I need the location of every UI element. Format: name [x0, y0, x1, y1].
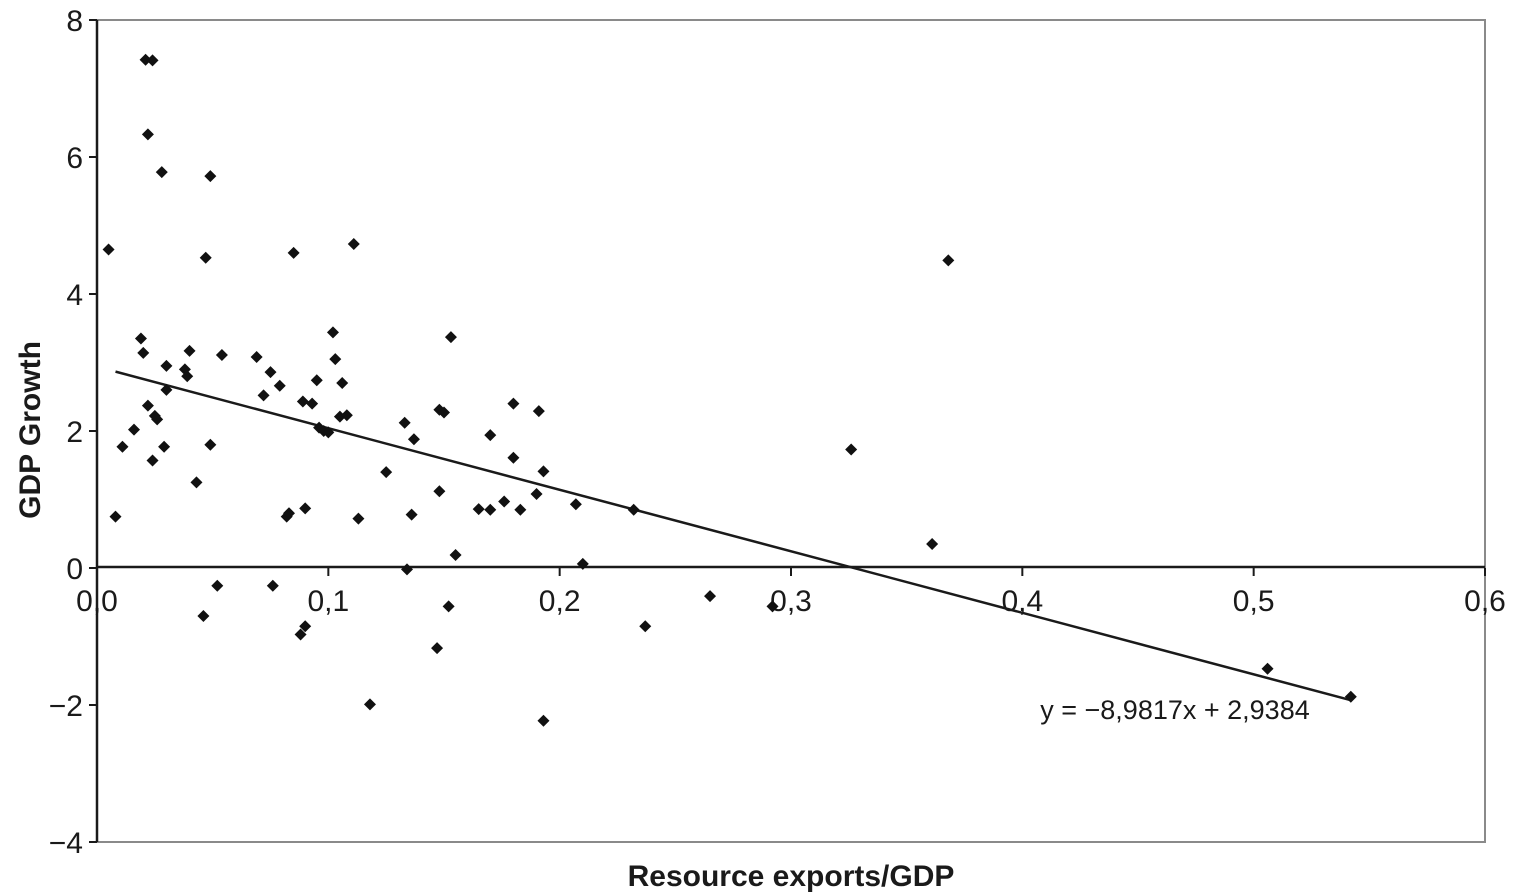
data-point	[146, 454, 159, 467]
data-point	[1261, 662, 1274, 675]
data-point	[845, 443, 858, 456]
data-point	[141, 399, 154, 412]
trendline-equation: y = −8,9817x + 2,9384	[1040, 695, 1309, 725]
data-point	[211, 579, 224, 592]
data-points	[102, 53, 1357, 727]
x-axis-title: Resource exports/GDP	[628, 860, 955, 893]
data-point	[190, 476, 203, 489]
data-point	[322, 426, 335, 439]
data-point	[287, 246, 300, 259]
data-point	[431, 642, 444, 655]
y-axis-title: GDP Growth	[14, 341, 47, 519]
data-point	[438, 406, 450, 419]
data-point	[336, 377, 349, 390]
data-point	[340, 409, 353, 422]
data-point	[299, 502, 312, 515]
data-point	[484, 429, 497, 442]
data-point	[306, 397, 319, 410]
data-point	[137, 346, 150, 359]
x-axis-ticks: 0,0 0,1 0,2 0,3 0,4 0,5 0,6	[76, 568, 1506, 618]
data-point	[102, 243, 115, 256]
data-point	[569, 498, 582, 511]
data-point	[352, 512, 365, 525]
y-tick-label: −2	[49, 690, 83, 723]
data-point	[444, 331, 457, 344]
y-axis-ticks: 8 6 4 2 0 −2 −4	[49, 5, 97, 860]
data-point	[257, 389, 270, 402]
data-point	[183, 344, 196, 357]
data-point	[134, 332, 147, 345]
data-point	[273, 379, 286, 392]
data-point	[380, 466, 393, 479]
data-point	[926, 538, 939, 551]
data-point	[128, 423, 141, 436]
data-point	[264, 366, 277, 379]
data-point	[398, 416, 411, 429]
x-tick-label: 0,6	[1464, 585, 1506, 618]
data-point	[363, 698, 376, 711]
data-point	[160, 359, 173, 372]
data-point	[627, 503, 640, 516]
data-point	[532, 405, 545, 418]
data-point	[449, 548, 462, 561]
data-point	[266, 579, 279, 592]
data-point	[299, 620, 312, 633]
data-point	[199, 251, 212, 264]
data-point	[442, 600, 455, 613]
y-tick-label: 8	[66, 5, 83, 38]
y-tick-label: 4	[66, 279, 83, 312]
y-tick-label: 6	[66, 142, 83, 175]
data-point	[484, 503, 497, 516]
data-point	[400, 563, 413, 576]
x-tick-label: 0,0	[76, 585, 118, 618]
data-point	[215, 348, 228, 361]
x-tick-label: 0,2	[539, 585, 581, 618]
data-point	[407, 433, 420, 446]
x-tick-label: 0,1	[307, 585, 349, 618]
data-point	[537, 465, 550, 478]
data-point	[472, 503, 485, 516]
data-point	[405, 508, 418, 521]
y-tick-label: −4	[49, 827, 83, 860]
y-tick-label: 2	[66, 416, 83, 449]
data-point	[181, 370, 194, 383]
data-point	[514, 503, 527, 516]
data-point	[139, 53, 152, 66]
data-point	[160, 383, 173, 396]
data-point	[329, 353, 342, 366]
data-point	[530, 488, 543, 501]
data-point	[151, 413, 164, 426]
data-point	[347, 237, 360, 250]
data-point	[498, 495, 511, 508]
data-point	[639, 620, 652, 633]
data-point	[283, 507, 296, 520]
data-point	[109, 510, 122, 523]
data-point	[116, 440, 129, 453]
data-point	[146, 54, 159, 67]
data-point	[204, 438, 217, 451]
data-point	[704, 590, 717, 603]
data-point	[507, 397, 520, 410]
data-point	[310, 374, 323, 387]
data-point	[537, 714, 550, 727]
data-point	[326, 326, 339, 339]
data-point	[141, 128, 154, 141]
data-point	[507, 451, 520, 464]
x-tick-label: 0,5	[1233, 585, 1275, 618]
data-point	[250, 351, 263, 364]
data-point	[766, 600, 779, 613]
x-tick-label: 0,3	[770, 585, 812, 618]
data-point	[204, 170, 217, 183]
data-point	[296, 395, 309, 408]
data-point	[576, 557, 589, 570]
data-point	[433, 485, 446, 498]
data-point	[1344, 690, 1357, 703]
y-tick-label: 0	[66, 553, 83, 586]
data-point	[294, 628, 307, 641]
data-point	[158, 440, 171, 453]
data-point	[155, 166, 168, 179]
data-point	[197, 609, 210, 622]
data-point	[942, 254, 955, 267]
